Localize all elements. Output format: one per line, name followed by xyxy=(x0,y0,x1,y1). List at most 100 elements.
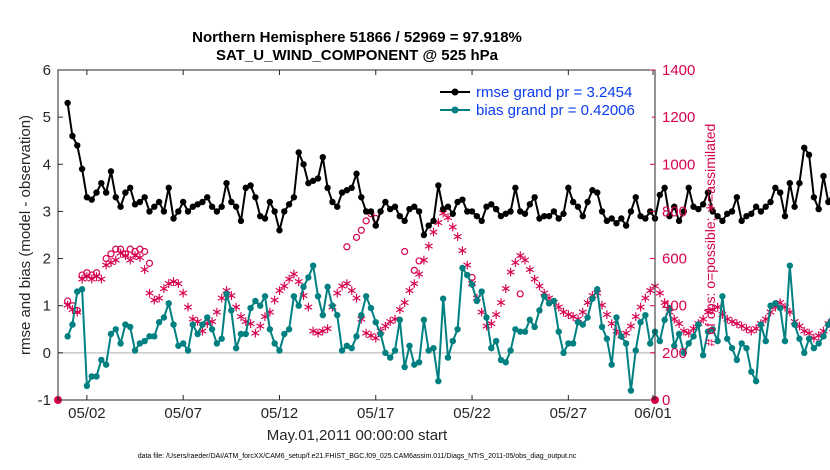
bias-point xyxy=(512,326,519,333)
rmse-point xyxy=(801,144,808,151)
obs-assimilated-point: ∗ xyxy=(432,215,444,231)
obs-assimilated-point: ∗ xyxy=(769,300,781,316)
bias-point xyxy=(791,321,798,328)
rmse-point xyxy=(334,203,341,210)
bias-point xyxy=(815,340,822,347)
obs-assimilated-point: ∗ xyxy=(750,321,762,337)
obs-assimilated-point: ∗ xyxy=(668,312,680,328)
bias-point xyxy=(589,295,596,302)
obs-assimilated-point: ∗ xyxy=(423,238,435,254)
rmse-point xyxy=(309,177,317,184)
bias-point xyxy=(367,304,375,312)
rmse-point xyxy=(671,203,678,210)
bias-point xyxy=(526,316,534,324)
x-tick-label: 05/02 xyxy=(68,405,106,422)
obs-assimilated-point: ∗ xyxy=(394,302,406,318)
chart-title-line-1: Northern Hemisphere 51866 / 52969 = 97.9… xyxy=(192,29,522,46)
bias-point xyxy=(690,333,697,340)
obs-assimilated-point: ∗ xyxy=(534,279,546,295)
rmse-point xyxy=(541,212,548,220)
obs-assimilated-point: ∗ xyxy=(644,283,656,299)
bias-point xyxy=(218,335,225,342)
obs-assimilated-point: ∗ xyxy=(341,276,353,292)
x-tick-label: 05/07 xyxy=(164,405,202,422)
bias-point xyxy=(98,356,105,364)
obs-possible-point xyxy=(107,250,115,258)
rmse-point xyxy=(146,208,153,215)
rmse-point xyxy=(526,201,534,208)
obs-assimilated-point: ∗ xyxy=(298,288,310,304)
rmse-point xyxy=(401,217,408,225)
rmse-point xyxy=(613,220,620,227)
bias-point xyxy=(738,340,745,347)
obs-assimilated-point: ∗ xyxy=(596,297,608,313)
x-tick-label: 05/27 xyxy=(550,405,588,422)
bias-point xyxy=(261,293,269,300)
rmse-point xyxy=(266,198,274,206)
legend-rmse-label: rmse grand pr = 3.2454 xyxy=(476,84,632,101)
rmse-point xyxy=(396,212,404,220)
rmse-point xyxy=(661,184,668,192)
obs-assimilated-point: ∗ xyxy=(293,274,305,290)
obs-possible-point xyxy=(343,243,351,251)
rmse-point xyxy=(516,208,524,215)
obs-assimilated-point: ∗ xyxy=(601,307,613,323)
rmse-point xyxy=(719,217,726,225)
rmse-point xyxy=(584,198,591,206)
rmse-point xyxy=(521,210,529,217)
bias-point xyxy=(627,387,635,394)
rmse-point xyxy=(468,208,476,215)
rmse-point xyxy=(382,198,389,206)
rmse-point xyxy=(420,231,428,239)
bias-point xyxy=(88,373,95,380)
rmse-point xyxy=(598,208,606,215)
rmse-point xyxy=(160,208,168,215)
obs-assimilated-point: ∗ xyxy=(514,248,526,264)
rmse-point xyxy=(98,179,105,187)
data-file-footer: data file: /Users/raeder/DAI/ATM_forcXX/… xyxy=(138,453,577,460)
rmse-point xyxy=(204,194,211,201)
bias-point xyxy=(160,314,168,321)
obs-possible-point xyxy=(362,217,370,225)
bias-point xyxy=(228,307,235,314)
rmse-point xyxy=(247,182,254,189)
bias-point xyxy=(78,286,86,293)
rmse-point xyxy=(439,205,447,213)
obs-assimilated-point: ∗ xyxy=(317,323,329,339)
rmse-point xyxy=(565,184,572,192)
obs-assimilated-point: ∗ xyxy=(331,286,343,302)
bias-point xyxy=(382,349,389,357)
bias-point xyxy=(671,342,678,349)
rmse-point xyxy=(589,187,596,194)
rmse-point xyxy=(387,205,394,213)
bias-point xyxy=(560,349,567,357)
rmse-point xyxy=(285,201,293,208)
obs-assimilated-point: ∗ xyxy=(120,248,132,264)
bias-point xyxy=(314,293,322,300)
rmse-point xyxy=(69,132,76,140)
obs-possible-point xyxy=(410,266,418,274)
bias-point xyxy=(406,342,413,349)
bias-point xyxy=(704,328,712,335)
obs-assimilated-point: ∗ xyxy=(702,304,714,320)
bias-point xyxy=(762,337,769,345)
bias-point xyxy=(372,319,379,326)
legend-rmse-marker xyxy=(451,88,459,96)
bias-point xyxy=(675,330,683,338)
rmse-point xyxy=(820,172,827,180)
rmse-point xyxy=(560,210,567,217)
rmse-point xyxy=(252,194,259,201)
bias-point xyxy=(348,344,355,352)
obs-assimilated-point: ∗ xyxy=(721,312,733,328)
bias-point xyxy=(516,328,524,335)
bias-point xyxy=(74,288,81,295)
bias-point xyxy=(257,302,264,309)
obs-assimilated-point: ∗ xyxy=(158,281,170,297)
obs-assimilated-point: ∗ xyxy=(370,330,382,346)
bias-point xyxy=(102,361,110,368)
rmse-point xyxy=(324,184,331,192)
chart-title-line-2: SAT_U_WIND_COMPONENT @ 525 hPa xyxy=(216,47,499,64)
rmse-point xyxy=(622,222,630,229)
bias-point xyxy=(300,283,307,291)
obs-assimilated-point: ∗ xyxy=(529,271,541,287)
